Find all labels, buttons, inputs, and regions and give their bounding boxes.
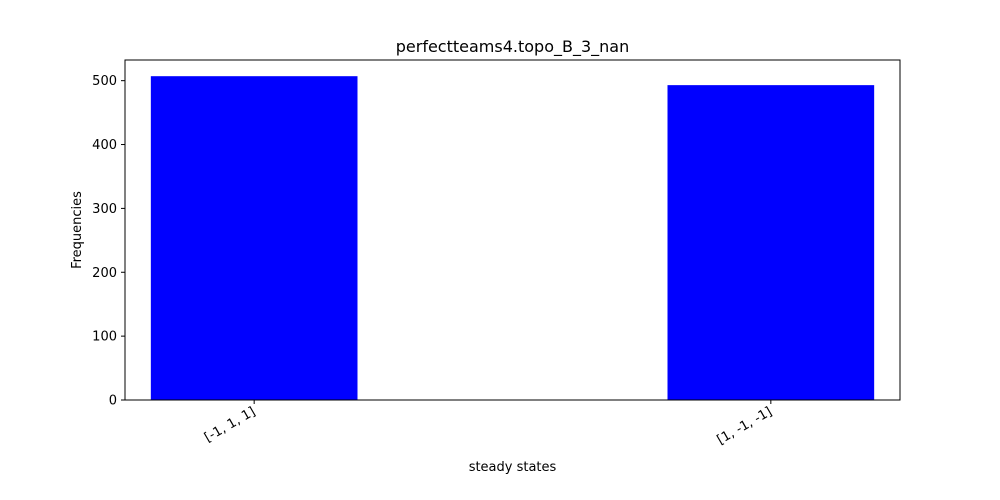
y-tick-label-5: 500 [92,74,117,89]
y-tick-label-3: 300 [92,202,117,217]
bar-1 [667,85,875,401]
y-axis: 0 100 200 300 400 500 [92,74,125,409]
bar-0 [150,76,358,400]
y-tick-label-4: 400 [92,138,117,153]
x-tick-label-0: [-1, 1, 1] [202,404,258,445]
x-axis: [-1, 1, 1] [1, -1, -1] [202,400,775,448]
x-axis-label: steady states [469,460,557,475]
y-axis-label: Frequencies [70,191,85,269]
y-tick-label-2: 200 [92,266,117,281]
chart-title: perfectteams4.topo_B_3_nan [396,37,629,57]
y-tick-label-0: 0 [109,394,117,409]
y-tick-label-1: 100 [92,330,117,345]
x-tick-label-1: [1, -1, -1] [715,404,775,447]
bars-group [150,76,875,401]
plot-frame [124,59,901,401]
